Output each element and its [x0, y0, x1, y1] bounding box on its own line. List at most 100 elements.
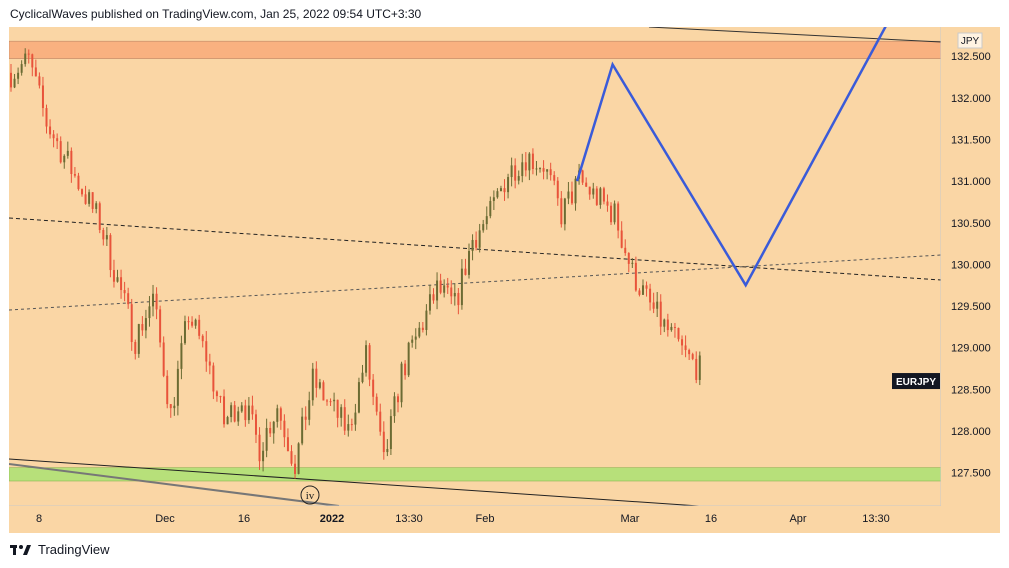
candle-body: [539, 168, 542, 170]
candle: [205, 331, 208, 372]
candle: [631, 258, 634, 268]
candle: [475, 231, 478, 251]
candle: [386, 439, 389, 457]
price-tick-label: 132.000: [951, 93, 991, 105]
candle-body: [432, 294, 435, 301]
price-tick-label: 130.500: [951, 218, 991, 230]
candle: [365, 340, 368, 377]
candle: [517, 170, 520, 185]
candle-body: [20, 64, 23, 73]
candle-body: [233, 405, 236, 422]
candle-body: [627, 253, 630, 264]
candle: [404, 360, 407, 380]
candle: [279, 406, 282, 430]
candle: [13, 73, 16, 89]
candle: [141, 316, 144, 336]
last-price-symbol: EURJPY: [896, 377, 936, 388]
candle-body: [166, 375, 169, 405]
candle-body: [393, 396, 396, 417]
price-axis[interactable]: [941, 27, 1000, 533]
candle-body: [152, 293, 155, 307]
candle-body: [631, 262, 634, 264]
time-axis[interactable]: [9, 506, 941, 533]
candle: [112, 259, 115, 288]
candle: [52, 130, 55, 148]
candle-body: [70, 150, 73, 174]
price-tick-label: 130.000: [951, 259, 991, 271]
candle-body: [588, 186, 591, 195]
candle: [247, 397, 250, 424]
candle-body: [269, 427, 272, 434]
candle: [155, 287, 158, 320]
candle-body: [244, 405, 247, 421]
candle: [59, 136, 62, 164]
candle: [450, 280, 453, 305]
candle: [638, 288, 641, 297]
candle-body: [194, 319, 197, 326]
candle: [276, 404, 279, 428]
candle-body: [38, 76, 41, 86]
candle-body: [187, 321, 190, 323]
candle-body: [379, 411, 382, 432]
candle-body: [688, 350, 691, 355]
candle: [361, 364, 364, 384]
candle-body: [237, 411, 240, 422]
candle-body: [290, 451, 293, 464]
candle: [148, 296, 151, 327]
candle-body: [468, 251, 471, 275]
candle: [599, 186, 602, 209]
candle: [656, 292, 659, 318]
candle-body: [148, 306, 151, 319]
candle: [375, 393, 378, 416]
candle-body: [279, 408, 282, 421]
candle-body: [652, 302, 655, 309]
candle-body: [542, 168, 545, 172]
candle: [347, 414, 350, 437]
candle-body: [517, 176, 520, 181]
candle-body: [507, 177, 510, 193]
candle-body: [425, 310, 428, 330]
time-tick-label: 2022: [320, 513, 344, 525]
candle-body: [677, 327, 680, 340]
candle-body: [102, 230, 105, 240]
candle-body: [340, 407, 343, 418]
candle-body: [137, 324, 140, 354]
dashed-channel-upper: [9, 217, 942, 281]
candle-body: [389, 416, 392, 450]
candle: [666, 313, 669, 337]
candle-body: [173, 405, 176, 409]
candle: [499, 185, 502, 192]
candle-body: [73, 173, 76, 176]
candle-body: [272, 421, 275, 434]
candle: [546, 169, 549, 180]
candle-body: [13, 78, 16, 88]
wave-label-circle: [300, 485, 320, 505]
candle-body: [549, 169, 552, 176]
candle-body: [496, 191, 499, 198]
candle: [613, 200, 616, 225]
candle-body: [311, 368, 314, 401]
candle: [471, 234, 474, 261]
chart-canvas[interactable]: iv JPY 132.500 132.000 131.500 131.000 130.5…: [9, 27, 1000, 533]
candle: [567, 181, 570, 205]
candle-body: [325, 400, 328, 402]
candle: [478, 223, 481, 253]
candle-body: [59, 141, 62, 163]
candle-body: [265, 427, 268, 451]
candle-body: [457, 292, 460, 306]
candle-body: [120, 277, 123, 291]
candle-body: [649, 288, 652, 303]
candle: [162, 336, 165, 378]
candle: [272, 420, 275, 444]
candle: [322, 380, 325, 401]
candle-body: [365, 345, 368, 373]
candle-body: [205, 341, 208, 362]
candle: [311, 362, 314, 406]
candle: [482, 219, 485, 233]
candle: [194, 318, 197, 329]
candle-body: [215, 391, 218, 397]
footer-brand[interactable]: TradingView: [10, 542, 110, 557]
candle: [514, 158, 517, 189]
candle: [258, 427, 261, 470]
price-chart[interactable]: iv JPY 132.500 132.000 131.500 131.000 130.5…: [9, 27, 1000, 533]
